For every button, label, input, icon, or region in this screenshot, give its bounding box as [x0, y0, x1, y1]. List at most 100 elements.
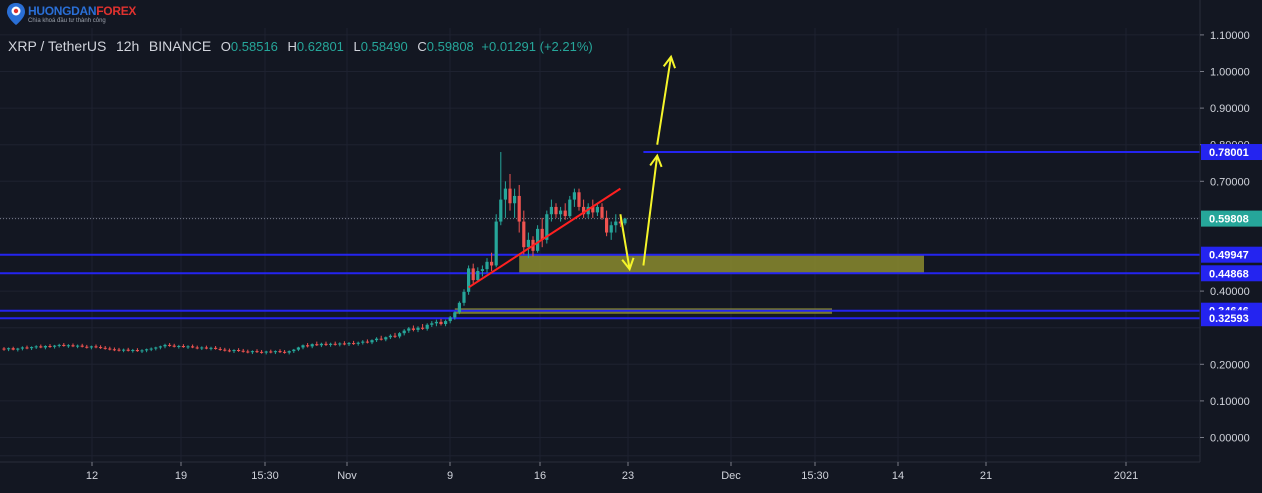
candle[interactable]	[209, 346, 213, 351]
candle[interactable]	[48, 344, 52, 348]
candle[interactable]	[485, 258, 489, 273]
candle[interactable]	[306, 343, 310, 348]
candle[interactable]	[398, 332, 402, 339]
candle[interactable]	[260, 350, 264, 354]
candle[interactable]	[572, 188, 576, 207]
symbol-name[interactable]: XRP / TetherUS	[8, 38, 107, 54]
candle[interactable]	[342, 341, 346, 346]
candle[interactable]	[595, 203, 599, 217]
candle[interactable]	[278, 349, 282, 353]
candle[interactable]	[609, 221, 613, 240]
candle[interactable]	[425, 323, 429, 331]
candle[interactable]	[269, 349, 273, 354]
candle[interactable]	[554, 203, 558, 218]
candle[interactable]	[122, 348, 126, 353]
candle[interactable]	[434, 319, 438, 327]
candle[interactable]	[582, 199, 586, 218]
price-axis[interactable]: 1.100001.000000.900000.800000.700000.400…	[1199, 0, 1262, 488]
candle[interactable]	[310, 343, 314, 349]
candle[interactable]	[365, 339, 369, 344]
candle[interactable]	[223, 347, 227, 352]
candle[interactable]	[57, 343, 61, 348]
candle[interactable]	[467, 265, 471, 295]
candle[interactable]	[545, 210, 549, 244]
candle[interactable]	[352, 340, 356, 345]
candle[interactable]	[338, 342, 342, 347]
candle[interactable]	[591, 199, 595, 218]
candle[interactable]	[379, 335, 383, 341]
time-axis[interactable]: 12 19 15:30 Nov 9 16 23 Dec 15:30 14 21 2021	[0, 461, 1262, 488]
interval[interactable]: 12h	[115, 38, 140, 54]
candle[interactable]	[549, 199, 553, 222]
candle[interactable]	[315, 341, 319, 346]
candle[interactable]	[71, 343, 75, 348]
candle[interactable]	[471, 263, 475, 284]
candle[interactable]	[333, 341, 337, 346]
candle[interactable]	[448, 315, 452, 324]
candle[interactable]	[444, 319, 448, 327]
candle[interactable]	[356, 341, 360, 346]
candle[interactable]	[324, 341, 328, 346]
candle[interactable]	[250, 350, 254, 355]
candle[interactable]	[393, 332, 397, 338]
candle[interactable]	[163, 343, 167, 349]
candle[interactable]	[186, 345, 190, 349]
candle[interactable]	[384, 336, 388, 342]
candle[interactable]	[85, 344, 89, 349]
candle[interactable]	[108, 346, 112, 351]
candle[interactable]	[172, 343, 176, 348]
candle[interactable]	[30, 346, 34, 351]
candle[interactable]	[39, 344, 43, 349]
candle[interactable]	[204, 345, 208, 350]
candle[interactable]	[7, 347, 11, 352]
candle[interactable]	[536, 225, 540, 253]
candle[interactable]	[237, 348, 241, 352]
candle[interactable]	[301, 344, 305, 350]
candle[interactable]	[430, 321, 434, 327]
candle[interactable]	[103, 346, 107, 350]
candle[interactable]	[292, 348, 296, 353]
candle[interactable]	[191, 344, 195, 349]
candle[interactable]	[319, 342, 323, 348]
candle[interactable]	[154, 346, 158, 351]
candle[interactable]	[457, 301, 461, 315]
candle[interactable]	[218, 347, 222, 351]
candle[interactable]	[43, 345, 47, 350]
candle[interactable]	[347, 341, 351, 346]
candle[interactable]	[623, 217, 627, 226]
candle[interactable]	[287, 350, 291, 355]
candle[interactable]	[80, 343, 84, 348]
candle[interactable]	[140, 349, 144, 353]
candle[interactable]	[16, 347, 20, 352]
candle[interactable]	[361, 340, 365, 345]
candle[interactable]	[526, 232, 530, 259]
candle[interactable]	[411, 325, 415, 332]
candle[interactable]	[241, 348, 245, 353]
candle[interactable]	[283, 350, 287, 354]
candle[interactable]	[480, 265, 484, 277]
candles[interactable]	[2, 152, 627, 355]
candle[interactable]	[11, 346, 15, 351]
candle[interactable]	[200, 346, 204, 351]
candle[interactable]	[66, 344, 70, 348]
candle[interactable]	[388, 334, 392, 340]
candle[interactable]	[513, 188, 517, 218]
candle[interactable]	[503, 181, 507, 218]
candle[interactable]	[540, 217, 544, 248]
candle[interactable]	[296, 346, 300, 352]
candle[interactable]	[453, 311, 457, 320]
candle[interactable]	[158, 345, 162, 350]
candle[interactable]	[522, 210, 526, 255]
candle[interactable]	[112, 347, 116, 352]
candle[interactable]	[89, 345, 93, 350]
candle[interactable]	[264, 350, 268, 355]
candle[interactable]	[490, 252, 494, 271]
candle[interactable]	[20, 346, 24, 351]
candle[interactable]	[227, 348, 231, 353]
candle[interactable]	[232, 349, 236, 353]
candle[interactable]	[131, 348, 135, 353]
candle[interactable]	[99, 345, 103, 349]
candle[interactable]	[568, 195, 572, 218]
